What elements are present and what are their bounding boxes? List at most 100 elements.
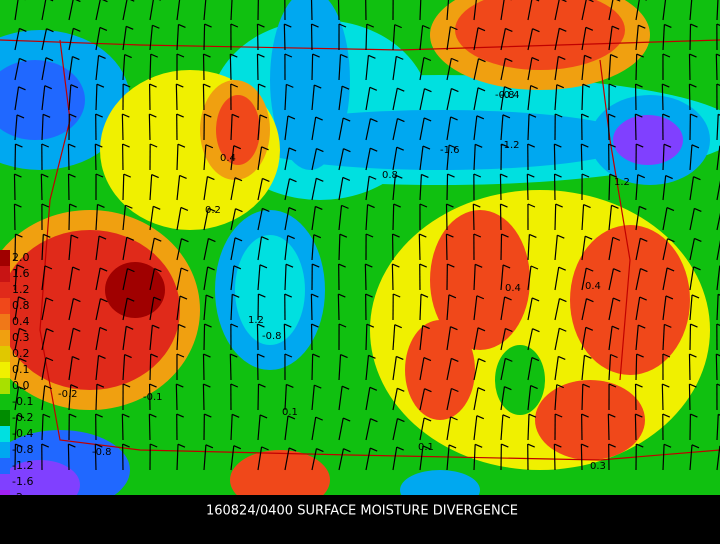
legend-label: -0.2 <box>12 411 33 424</box>
wind-barb <box>689 354 690 380</box>
legend-swatch <box>0 474 10 490</box>
wind-barb <box>41 174 42 200</box>
wind-barb <box>311 0 312 20</box>
legend-swatch <box>0 442 10 458</box>
wind-barb <box>366 24 367 50</box>
contour-label: 1.2 <box>614 177 630 188</box>
wind-barb <box>257 54 258 80</box>
wind-barb <box>68 144 69 170</box>
contour-label: -1.6 <box>440 145 460 156</box>
wind-barb <box>689 54 690 80</box>
wind-barb <box>122 414 123 440</box>
legend-swatch <box>0 250 10 266</box>
wind-barb <box>203 84 204 110</box>
wind-barb <box>365 264 366 290</box>
wind-barb <box>392 264 393 290</box>
wind-barb <box>14 174 15 200</box>
wind-barb <box>150 354 151 380</box>
wind-barb <box>123 174 124 200</box>
legend-label: 0.1 <box>12 363 30 376</box>
wind-barb <box>608 114 609 140</box>
legend-label: -1.6 <box>12 475 33 488</box>
contour-label: 0.1 <box>282 407 298 418</box>
wind-barb <box>312 354 313 380</box>
wind-barb <box>338 0 339 20</box>
wind-barb <box>393 204 394 230</box>
wind-barb <box>581 444 582 470</box>
legend-swatch <box>0 458 10 474</box>
contour-label: 0.2 <box>205 205 221 216</box>
wind-barb <box>68 444 69 470</box>
wind-barb <box>636 54 637 80</box>
contour-label: -0.8 <box>92 447 112 458</box>
legend-label: 0.8 <box>12 299 30 312</box>
wind-barb <box>204 24 205 50</box>
legend-swatch <box>0 410 10 426</box>
contour-label: -0.8 <box>495 90 515 101</box>
wind-barb <box>501 234 502 260</box>
wind-barb <box>69 204 70 230</box>
legend-label: -0.1 <box>12 395 33 408</box>
contour-label: -0.1 <box>143 392 163 403</box>
wind-barb <box>176 384 177 410</box>
wind-barb <box>662 384 663 410</box>
field <box>613 115 683 165</box>
legend-label: -0.4 <box>12 427 33 440</box>
legend-label: 2.0 <box>12 251 30 264</box>
wind-barb <box>150 54 151 80</box>
legend-swatch <box>0 346 10 362</box>
contour-label: 0.4 <box>220 153 236 164</box>
contour-label: 0.8 <box>382 170 398 181</box>
legend-label: 0.2 <box>12 347 30 360</box>
wind-barb <box>176 84 177 110</box>
legend-swatch <box>0 378 10 394</box>
wind-barb <box>230 54 231 80</box>
wind-barb <box>284 24 285 50</box>
contour-label: -0.2 <box>58 389 78 400</box>
wind-barb <box>446 234 447 260</box>
wind-barb <box>149 114 150 140</box>
wind-barb <box>338 294 339 320</box>
legend-swatch <box>0 282 10 298</box>
field <box>570 225 690 375</box>
wind-barb <box>690 24 691 50</box>
legend-swatch <box>0 314 10 330</box>
wind-barb <box>149 414 150 440</box>
legend-swatch <box>0 298 10 314</box>
wind-barb <box>419 234 420 260</box>
field <box>495 345 545 415</box>
wind-barb <box>312 54 313 80</box>
wind-barb <box>581 144 582 170</box>
legend-swatch <box>0 266 10 282</box>
contour-label: 0.3 <box>590 461 606 472</box>
contour-label: 0.1 <box>418 442 434 453</box>
wind-barb <box>257 354 258 380</box>
contour-label: 0.4 <box>585 281 601 292</box>
legend-label: -0.8 <box>12 443 33 456</box>
wind-barb <box>95 144 96 170</box>
wind-barb <box>366 324 367 350</box>
legend-swatch <box>0 362 10 378</box>
wind-barb <box>527 174 528 200</box>
legend-label: 0.4 <box>12 315 30 328</box>
wind-barb <box>554 444 555 470</box>
wind-barb <box>555 204 556 230</box>
contour-label: 0.4 <box>505 283 521 294</box>
wind-barb <box>582 384 583 410</box>
legend-label: -1.2 <box>12 459 33 472</box>
wind-barb <box>635 114 636 140</box>
wind-barb <box>311 294 312 320</box>
field <box>235 235 305 345</box>
legend-label: 0.0 <box>12 379 30 392</box>
legend-label: 1.2 <box>12 283 30 296</box>
wind-barb <box>204 324 205 350</box>
wind-barb <box>257 24 258 50</box>
legend-swatch <box>0 426 10 442</box>
wind-barb <box>689 84 690 110</box>
legend-swatch <box>0 330 10 346</box>
field <box>405 320 475 420</box>
wind-barb <box>609 174 610 200</box>
wind-barb <box>473 204 474 230</box>
contour-label: -0.8 <box>262 331 282 342</box>
